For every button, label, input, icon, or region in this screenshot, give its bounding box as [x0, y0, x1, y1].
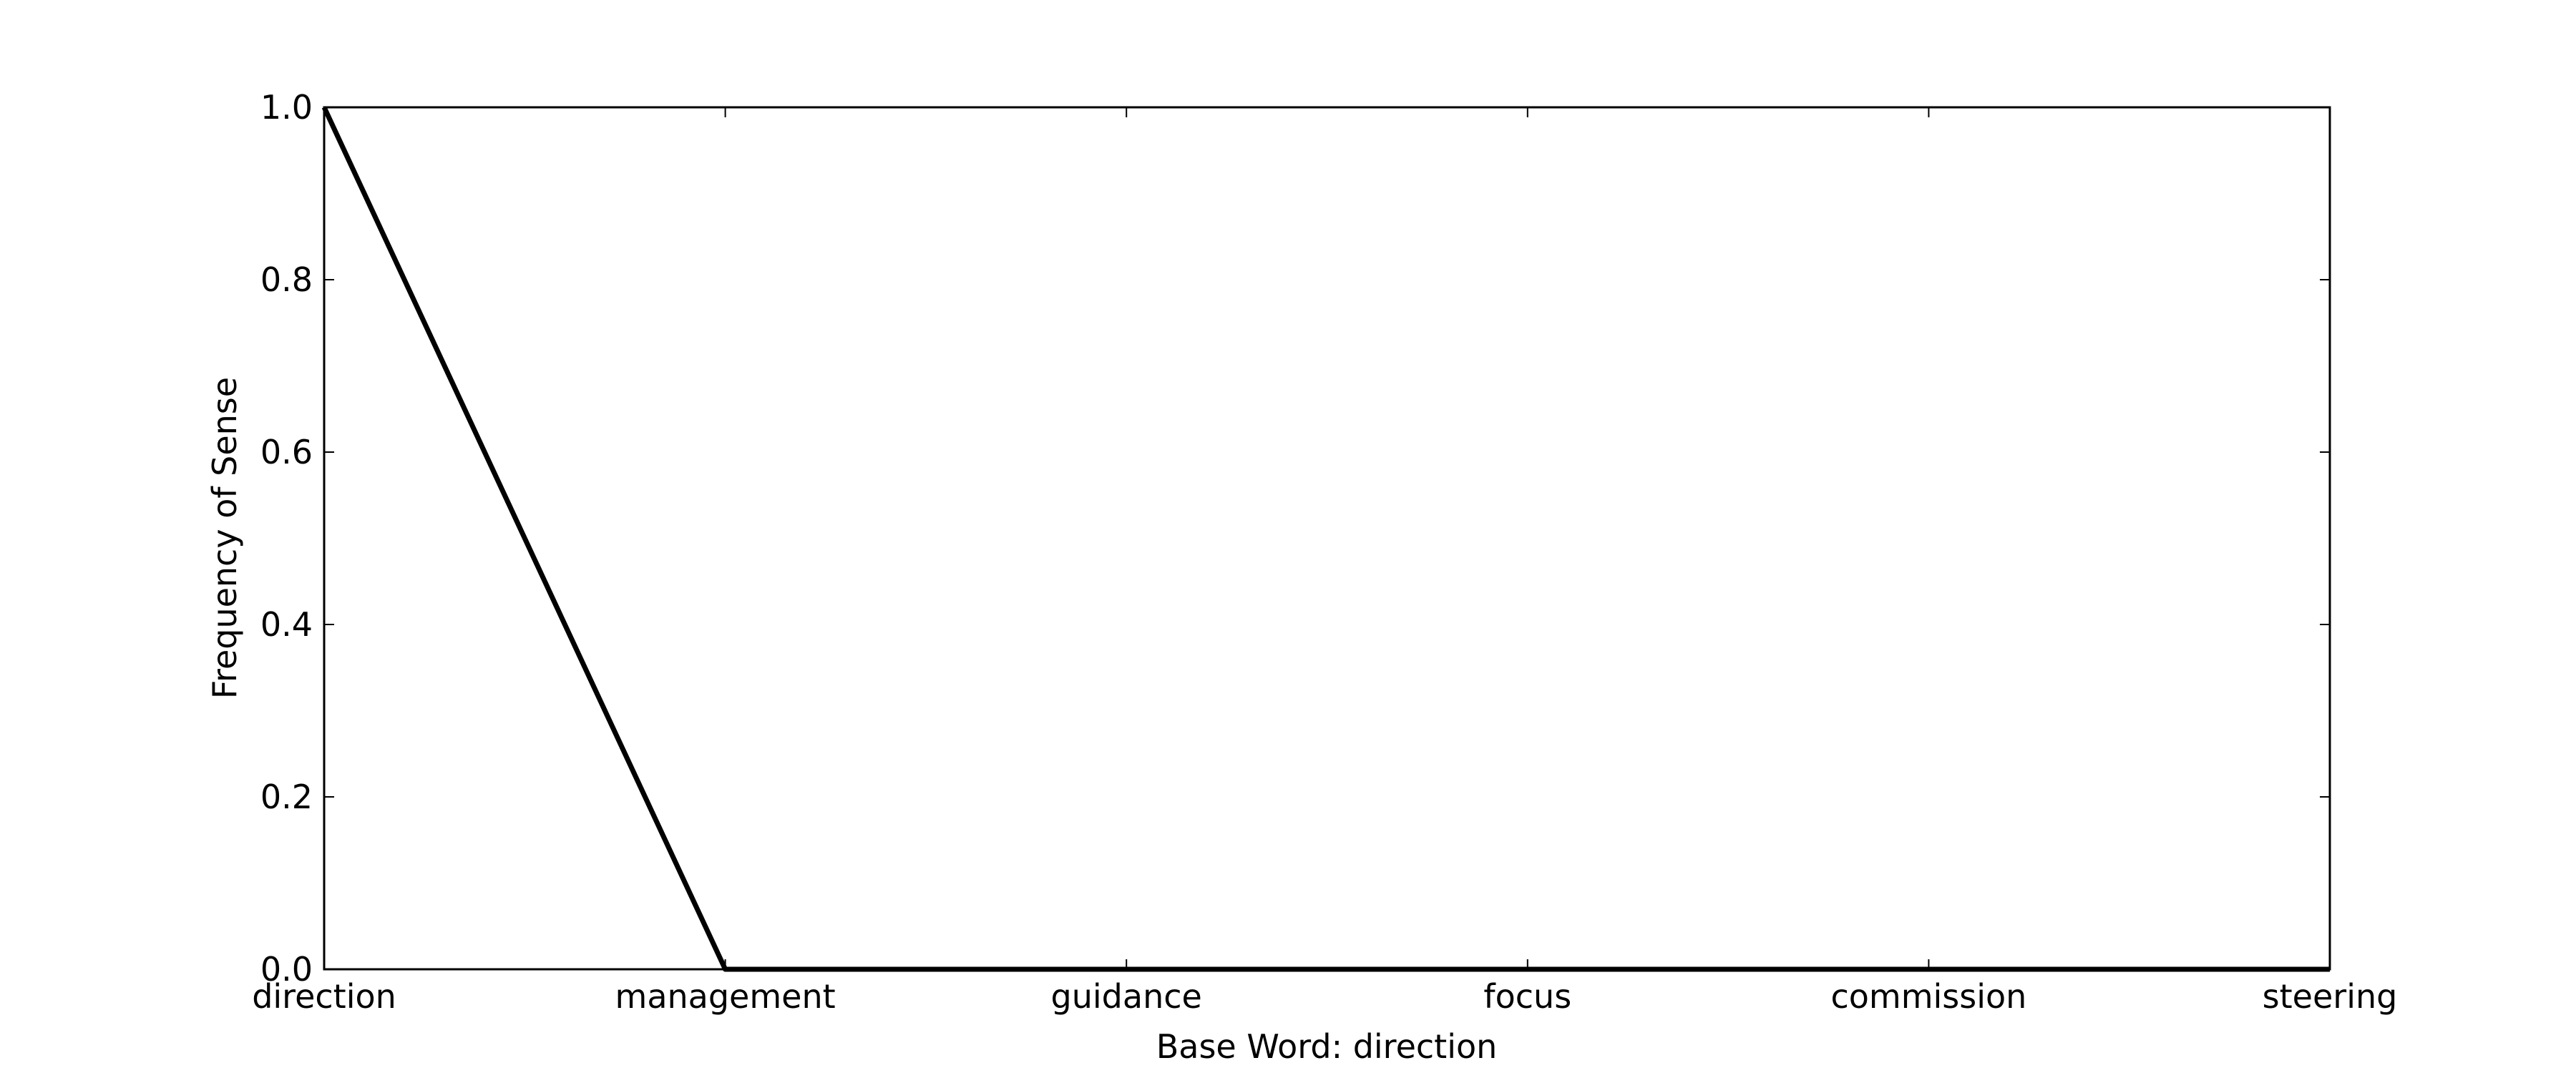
y-tick-label-1.0: 1.0 — [260, 88, 313, 127]
x-tick-label-commission: commission — [1830, 977, 2026, 1016]
labels-layer: Base Word: direction Frequency of Sense — [205, 377, 1497, 1066]
plot-frame — [323, 106, 2331, 971]
plot-area — [324, 107, 2330, 969]
x-tick-label-direction: direction — [252, 977, 396, 1016]
ticks-layer: direction management guidance focus commissi… — [252, 88, 2397, 1016]
x-axis-label: Base Word: direction — [1156, 1027, 1498, 1066]
y-axis-label: Frequency of Sense — [205, 377, 244, 699]
y-tick-label-0.0: 0.0 — [260, 950, 313, 989]
x-tick-label-management: management — [615, 977, 836, 1016]
y-tick-label-0.4: 0.4 — [260, 605, 313, 644]
x-tick-label-focus: focus — [1483, 977, 1571, 1016]
x-tick-label-guidance: guidance — [1051, 977, 1202, 1016]
y-tick-label-0.2: 0.2 — [260, 778, 313, 816]
x-tick-label-steering: steering — [2263, 977, 2398, 1016]
y-tick-label-0.8: 0.8 — [260, 260, 313, 299]
y-tick-label-0.6: 0.6 — [260, 433, 313, 471]
